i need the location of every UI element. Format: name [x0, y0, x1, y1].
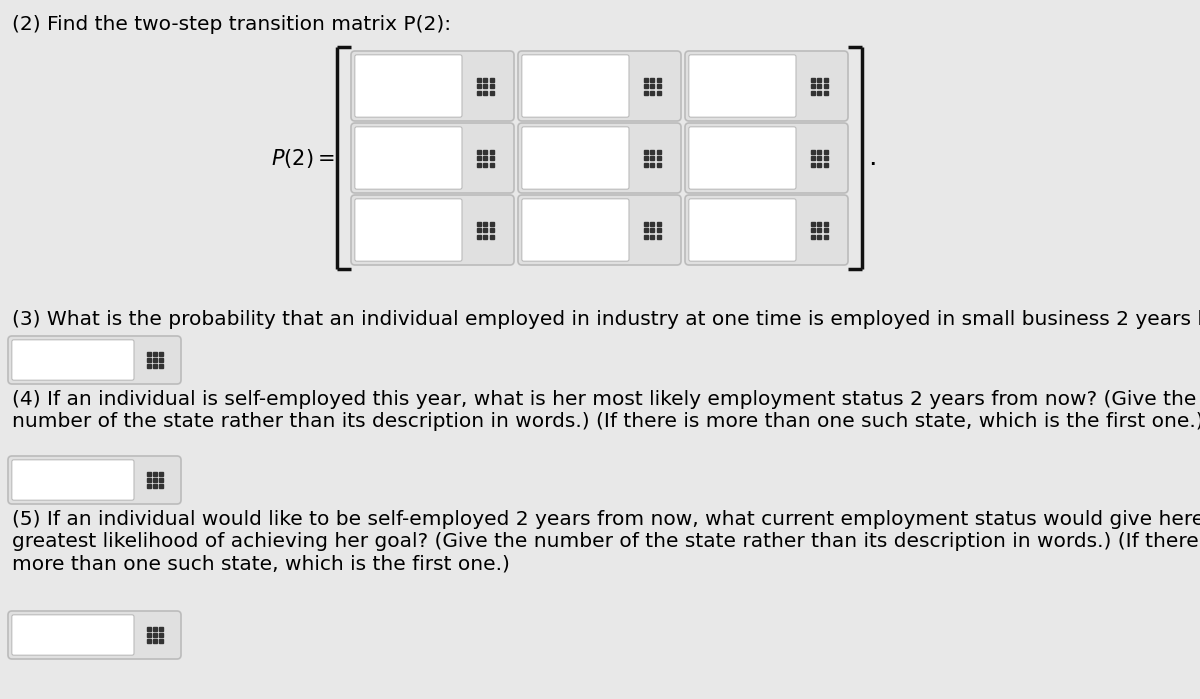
- FancyBboxPatch shape: [518, 51, 682, 121]
- FancyBboxPatch shape: [352, 51, 514, 121]
- FancyBboxPatch shape: [352, 195, 514, 265]
- Text: $P(2) =$: $P(2) =$: [271, 147, 335, 169]
- FancyBboxPatch shape: [685, 123, 848, 193]
- Text: .: .: [868, 145, 876, 171]
- FancyBboxPatch shape: [689, 55, 796, 117]
- FancyBboxPatch shape: [8, 456, 181, 504]
- FancyBboxPatch shape: [355, 199, 462, 261]
- Text: (3) What is the probability that an individual employed in industry at one time : (3) What is the probability that an indi…: [12, 310, 1200, 329]
- FancyBboxPatch shape: [522, 199, 629, 261]
- FancyBboxPatch shape: [522, 55, 629, 117]
- FancyBboxPatch shape: [518, 195, 682, 265]
- FancyBboxPatch shape: [12, 460, 134, 500]
- FancyBboxPatch shape: [689, 199, 796, 261]
- Text: (5) If an individual would like to be self-employed 2 years from now, what curre: (5) If an individual would like to be se…: [12, 510, 1200, 529]
- FancyBboxPatch shape: [355, 127, 462, 189]
- FancyBboxPatch shape: [522, 127, 629, 189]
- FancyBboxPatch shape: [518, 123, 682, 193]
- FancyBboxPatch shape: [352, 123, 514, 193]
- FancyBboxPatch shape: [12, 340, 134, 380]
- FancyBboxPatch shape: [685, 51, 848, 121]
- Text: (2) Find the two-step transition matrix P(2):: (2) Find the two-step transition matrix …: [12, 15, 451, 34]
- FancyBboxPatch shape: [689, 127, 796, 189]
- FancyBboxPatch shape: [12, 615, 134, 655]
- Text: greatest likelihood of achieving her goal? (Give the number of the state rather : greatest likelihood of achieving her goa…: [12, 532, 1200, 551]
- FancyBboxPatch shape: [8, 611, 181, 659]
- Text: number of the state rather than its description in words.) (If there is more tha: number of the state rather than its desc…: [12, 412, 1200, 431]
- Text: more than one such state, which is the first one.): more than one such state, which is the f…: [12, 554, 510, 573]
- FancyBboxPatch shape: [355, 55, 462, 117]
- Text: (4) If an individual is self-employed this year, what is her most likely employm: (4) If an individual is self-employed th…: [12, 390, 1196, 409]
- FancyBboxPatch shape: [685, 195, 848, 265]
- FancyBboxPatch shape: [8, 336, 181, 384]
